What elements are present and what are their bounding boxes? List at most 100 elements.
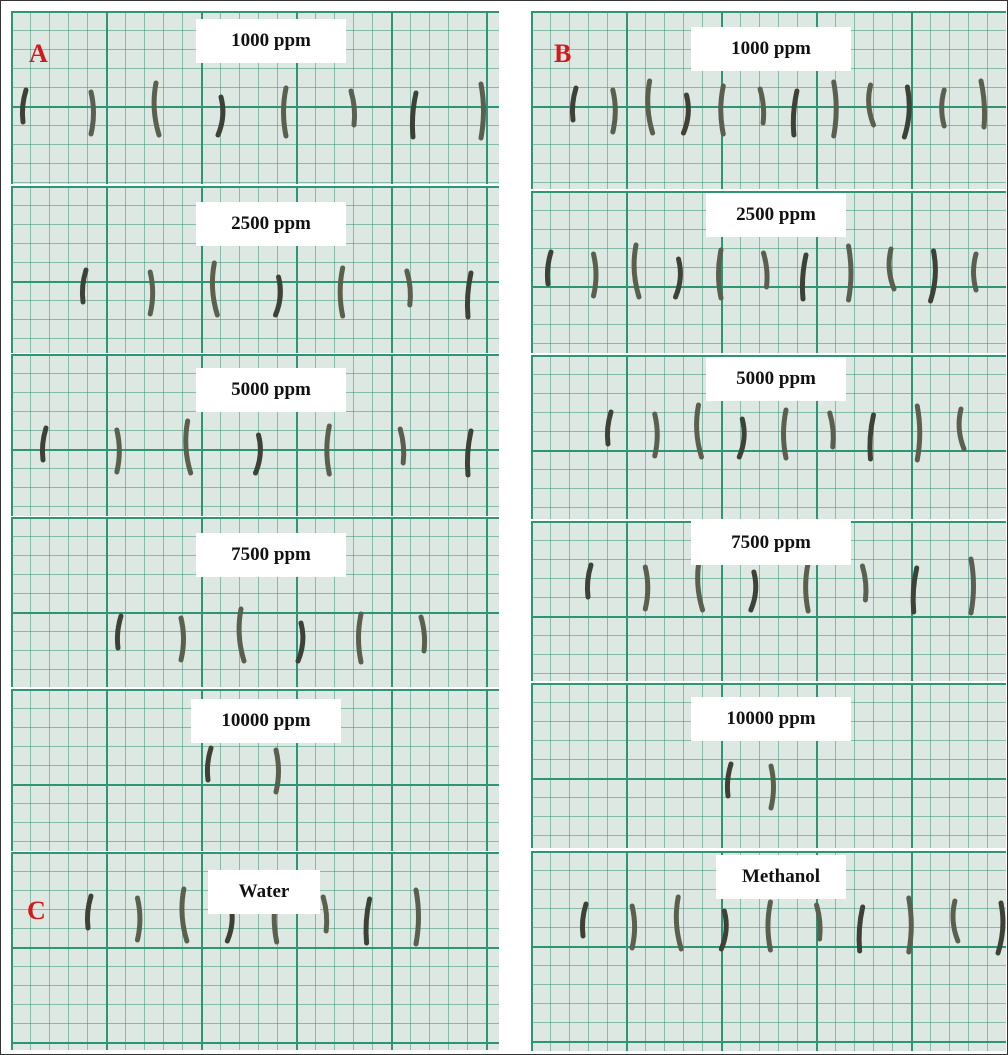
larva	[634, 245, 639, 297]
larva	[676, 259, 681, 297]
larva	[572, 88, 576, 120]
larva	[400, 429, 404, 463]
photo-panel: 2500 ppm	[11, 186, 499, 353]
larva	[587, 565, 591, 597]
larva	[218, 97, 223, 135]
concentration-label: 7500 ppm	[196, 533, 346, 577]
larva	[154, 83, 159, 135]
larva	[849, 246, 852, 300]
larva	[974, 254, 977, 290]
larva	[467, 273, 471, 317]
larva	[655, 414, 658, 456]
larva	[239, 609, 244, 661]
panel-letter: B	[554, 39, 571, 69]
concentration-label: 5000 ppm	[196, 368, 346, 412]
larva	[768, 902, 771, 950]
larva	[869, 85, 874, 125]
larva	[298, 623, 303, 661]
larva	[981, 81, 985, 127]
larva	[207, 748, 211, 780]
figure: 1000 ppm 2500 ppm 5000 ppm 7500 ppm 10000 pp…	[0, 0, 1008, 1055]
larva	[683, 95, 688, 133]
larva	[760, 89, 764, 123]
larva	[802, 255, 806, 299]
larva	[834, 82, 837, 136]
photo-panel: 2500 ppm	[531, 191, 1006, 353]
larva	[366, 899, 370, 943]
larva	[284, 88, 287, 136]
larva	[276, 750, 279, 792]
concentration-label: 7500 ppm	[691, 521, 851, 565]
larva	[784, 410, 787, 458]
larva	[676, 897, 681, 949]
larva	[607, 412, 611, 444]
larva	[648, 81, 653, 133]
larva	[998, 903, 1003, 953]
larva	[889, 249, 894, 289]
larva	[913, 568, 917, 612]
larva	[971, 559, 974, 613]
photo-panel: 1000 ppm	[11, 11, 499, 184]
concentration-label: 2500 ppm	[196, 202, 346, 246]
larva	[645, 567, 648, 609]
larva	[547, 252, 551, 284]
panel-letter: C	[27, 896, 46, 926]
larva	[351, 91, 355, 125]
larva	[870, 415, 874, 459]
larva	[764, 253, 768, 287]
larva	[771, 766, 774, 808]
concentration-label: 2500 ppm	[706, 193, 846, 237]
panel-letter: A	[29, 39, 48, 69]
larva	[862, 566, 866, 600]
larva	[793, 91, 797, 135]
larva	[91, 92, 94, 134]
larva	[830, 413, 834, 447]
concentration-label: 1000 ppm	[196, 19, 346, 63]
photo-panel: Methanol	[531, 851, 1006, 1051]
larva	[407, 271, 411, 305]
larva	[697, 405, 702, 457]
concentration-label: 10000 ppm	[691, 697, 851, 741]
larva	[42, 428, 46, 460]
larva	[739, 419, 744, 457]
photo-panel: 7500 ppm	[11, 517, 499, 687]
larva	[931, 251, 936, 301]
larva	[150, 272, 153, 314]
concentration-label: 1000 ppm	[691, 27, 851, 71]
larva	[117, 430, 120, 472]
larva	[953, 901, 958, 941]
photo-panel: 1000 ppm	[531, 11, 1006, 189]
larva	[632, 906, 635, 948]
larva	[698, 558, 703, 610]
larva	[117, 616, 121, 648]
larva	[481, 84, 484, 138]
concentration-label: Methanol	[716, 855, 846, 899]
larva	[181, 618, 184, 660]
larva	[904, 87, 909, 137]
larva	[721, 911, 726, 949]
larva	[416, 890, 419, 944]
larva	[327, 426, 330, 474]
larva	[182, 889, 187, 941]
photo-panel: 5000 ppm	[531, 355, 1006, 519]
photo-panel: 7500 ppm	[531, 521, 1006, 681]
larva	[359, 614, 362, 662]
larva	[909, 898, 912, 952]
larva	[917, 406, 920, 460]
larva	[942, 90, 945, 126]
concentration-label: 5000 ppm	[706, 357, 846, 401]
larva	[276, 277, 281, 315]
photo-panel: 10000 ppm	[11, 689, 499, 851]
larva	[806, 563, 809, 611]
larva	[340, 268, 343, 316]
photo-panel: 10000 ppm	[531, 683, 1006, 848]
larva	[323, 897, 327, 931]
larva	[719, 250, 722, 298]
larva	[727, 764, 731, 796]
larva	[212, 263, 217, 315]
larva	[87, 896, 91, 928]
larva	[421, 617, 425, 651]
larva	[751, 572, 756, 610]
larva	[859, 907, 863, 951]
concentration-label: 10000 ppm	[191, 699, 341, 743]
